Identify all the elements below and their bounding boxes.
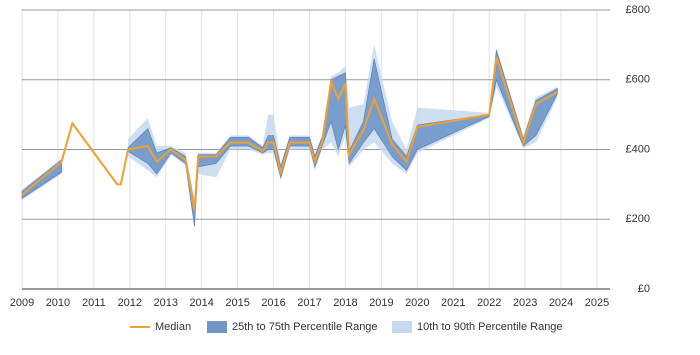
bands	[21, 44, 558, 228]
x-tick-label: 2012	[118, 297, 142, 309]
y-tick-label: £400	[626, 143, 650, 155]
x-tick-label: 2020	[405, 297, 429, 309]
x-tick-label: 2011	[82, 297, 106, 309]
range-band	[21, 50, 558, 227]
x-tick-label: 2021	[441, 297, 465, 309]
legend-label: 10th to 90th Percentile Range	[417, 321, 563, 333]
x-tick-label: 2023	[513, 297, 537, 309]
x-tick-label: 2017	[297, 297, 321, 309]
y-tick-label: £0	[638, 283, 650, 295]
legend-label: 25th to 75th Percentile Range	[232, 321, 378, 333]
x-tick-label: 2015	[225, 297, 249, 309]
grid	[21, 9, 610, 290]
legend-label: Median	[155, 321, 191, 333]
median-line	[21, 56, 558, 211]
x-tick-label: 2013	[154, 297, 178, 309]
x-tick-label: 2022	[477, 297, 501, 309]
x-tick-label: 2018	[333, 297, 357, 309]
y-tick-label: £600	[626, 74, 650, 86]
y-tick-label: £800	[626, 4, 650, 16]
x-tick-label: 2016	[261, 297, 285, 309]
x-tick-label: 2019	[369, 297, 393, 309]
lines	[21, 56, 558, 211]
x-tick-label: 2014	[189, 297, 213, 309]
labels: 2009 2010 2011 2012 2013 2014 2015 2016 2017 2018…	[10, 4, 650, 309]
x-tick-label: 2025	[585, 297, 609, 309]
x-tick-label: 2009	[10, 297, 34, 309]
x-tick-label: 2010	[46, 297, 70, 309]
range-band	[22, 44, 558, 228]
legend: Median 25th to 75th Percentile Range 10th …	[130, 321, 563, 333]
legend-swatch	[392, 321, 412, 333]
y-tick-label: £200	[626, 213, 650, 225]
legend-swatch	[207, 321, 227, 333]
x-tick-label: 2024	[549, 297, 573, 309]
